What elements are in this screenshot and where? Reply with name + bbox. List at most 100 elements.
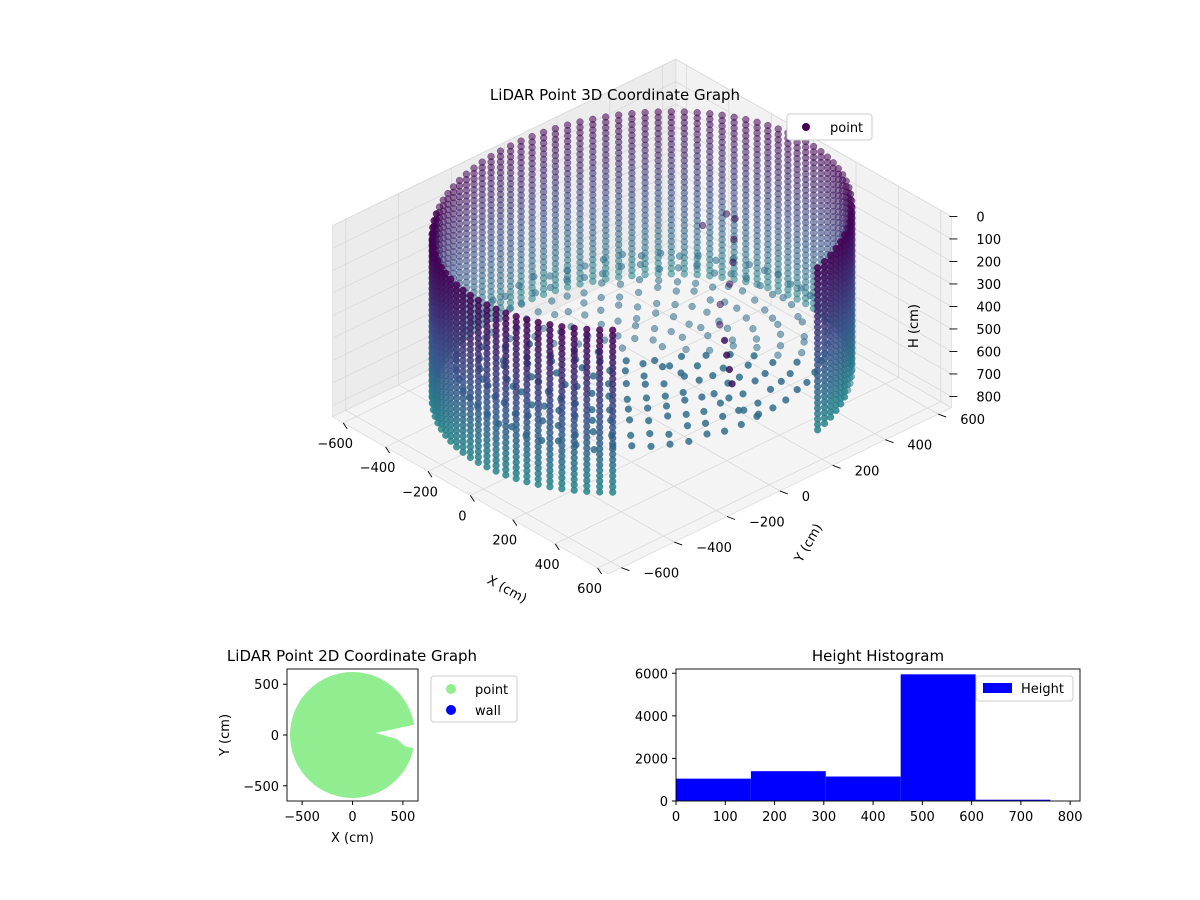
data-point <box>548 298 555 305</box>
data-point <box>643 395 650 402</box>
data-point <box>667 441 674 448</box>
data-point <box>632 322 639 329</box>
data-point <box>807 292 814 299</box>
data-point <box>590 373 597 380</box>
data-point <box>707 297 714 304</box>
tick-label-y: 200 <box>855 464 880 479</box>
data-point <box>618 263 625 270</box>
tick-label-x: −200 <box>402 485 438 500</box>
data-point <box>662 393 669 400</box>
data-point <box>616 294 623 301</box>
tick-label-h: 500 <box>976 323 1001 338</box>
chart-histogram: Height Histogram 0 100 200 300 400 500 600 700 8… <box>635 647 1083 825</box>
tick-label-h: 0 <box>976 210 984 225</box>
data-point <box>739 288 746 295</box>
tick-label-x: 600 <box>577 582 602 597</box>
data-point <box>769 359 776 366</box>
chart-2d-points <box>290 672 423 798</box>
tick-label-x: 200 <box>762 810 787 825</box>
data-point <box>581 290 588 297</box>
data-point <box>717 301 724 308</box>
tick-label-h: 800 <box>976 390 1001 405</box>
data-point <box>589 278 596 285</box>
data-point <box>729 380 736 387</box>
data-point <box>704 332 711 339</box>
data-point <box>683 411 690 418</box>
data-point <box>743 315 750 322</box>
histogram-bar <box>751 771 826 801</box>
data-point <box>709 284 716 291</box>
data-point <box>502 472 509 479</box>
tick-label-x: 700 <box>1008 810 1033 825</box>
data-point <box>678 370 685 377</box>
data-point <box>804 379 811 386</box>
data-point <box>657 250 664 257</box>
data-point <box>683 346 690 353</box>
axis-label-y: Y (cm) <box>791 521 826 566</box>
data-point <box>769 291 776 298</box>
histogram-title: Height Histogram <box>812 647 944 665</box>
tick-label-h: 600 <box>976 345 1001 360</box>
data-point <box>635 289 642 296</box>
data-point <box>692 280 699 287</box>
tick-y <box>621 568 629 571</box>
data-point <box>624 396 631 403</box>
data-point <box>663 403 670 410</box>
legend-marker <box>446 705 456 715</box>
data-point <box>719 274 726 281</box>
tick-label-x: 400 <box>535 558 560 573</box>
data-point <box>651 357 658 364</box>
data-point <box>694 262 701 269</box>
legend-label: point <box>475 683 508 698</box>
data-point <box>696 377 703 384</box>
data-point <box>666 431 673 438</box>
tick-label-y: 0 <box>802 490 810 505</box>
axis-label-y: Y (cm) <box>218 714 233 757</box>
data-point <box>659 363 666 370</box>
data-point <box>564 276 571 283</box>
data-point <box>564 267 571 274</box>
legend-label: Height <box>1021 682 1064 697</box>
data-point <box>627 432 634 439</box>
data-point <box>673 288 680 295</box>
data-point <box>642 271 649 278</box>
data-point <box>787 281 794 288</box>
data-point <box>679 334 686 341</box>
data-point <box>745 362 752 369</box>
tick-label-x: 500 <box>910 810 935 825</box>
data-point <box>670 313 677 320</box>
tick-label-x: 600 <box>959 810 984 825</box>
data-point <box>723 211 730 218</box>
tick-label-x: −400 <box>360 461 396 476</box>
tick-y <box>938 414 946 417</box>
data-point <box>704 309 711 316</box>
data-point <box>778 378 785 385</box>
axis-label-x: X (cm) <box>484 573 529 607</box>
data-point <box>689 303 696 310</box>
data-point <box>794 359 801 366</box>
data-point <box>645 417 652 424</box>
data-point <box>547 483 554 490</box>
data-point <box>695 253 702 260</box>
tick-label-y: 0 <box>271 729 279 744</box>
data-point <box>626 417 633 424</box>
data-point <box>623 357 630 364</box>
data-point <box>753 336 760 343</box>
data-point <box>724 325 731 332</box>
data-point <box>615 302 622 309</box>
data-point <box>674 278 681 285</box>
data-point <box>535 481 542 488</box>
data-point <box>547 284 554 291</box>
data-point <box>721 428 728 435</box>
data-point <box>490 297 497 304</box>
data-point <box>617 281 624 288</box>
data-point <box>625 406 632 413</box>
tick-y <box>674 542 682 545</box>
data-point <box>720 365 727 372</box>
data-point <box>769 315 776 322</box>
data-point <box>633 315 640 322</box>
data-point <box>680 389 687 396</box>
legend-marker <box>802 123 810 131</box>
data-point <box>648 443 655 450</box>
chart-3d: −600 −400 −200 0 200 400 600 X (cm) −600 −400 −200… <box>317 59 1001 607</box>
